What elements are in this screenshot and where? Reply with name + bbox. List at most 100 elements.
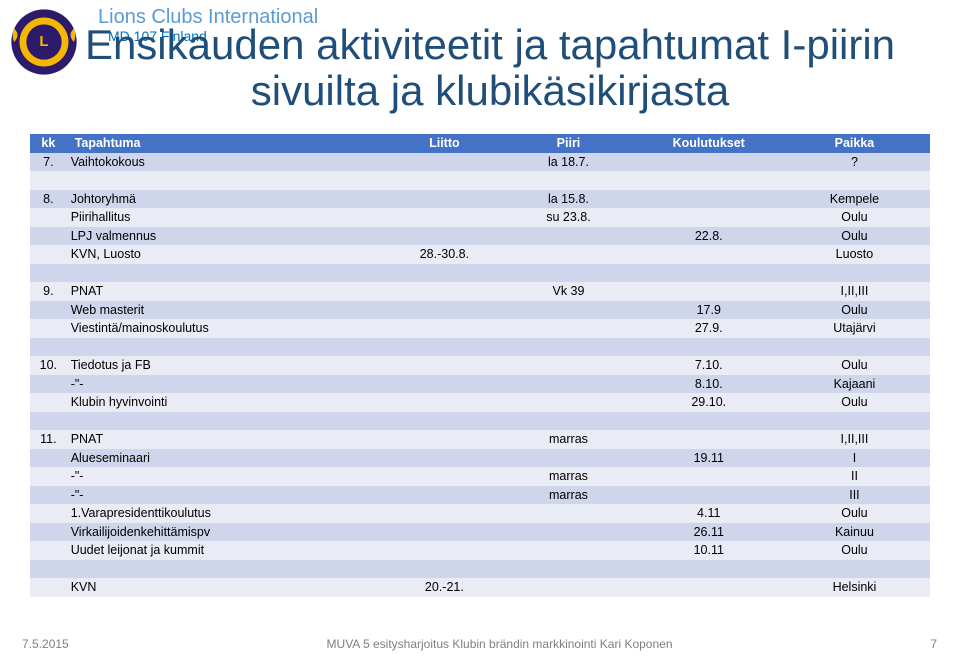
table-row: 1.Varapresidenttikoulutus4.11Oulu (30, 504, 930, 523)
table-cell (30, 486, 67, 505)
table-cell (390, 338, 498, 357)
table-cell (390, 208, 498, 227)
table-cell (30, 245, 67, 264)
table-cell: Virkailijoidenkehittämispv (67, 523, 391, 542)
table-cell: 10.11 (639, 541, 779, 560)
table-row (30, 560, 930, 579)
table-cell: marras (498, 486, 638, 505)
table-cell: 19.11 (639, 449, 779, 468)
table-cell: Alueseminaari (67, 449, 391, 468)
table-cell: I (779, 449, 930, 468)
table-cell (639, 338, 779, 357)
table-cell (498, 356, 638, 375)
table-cell (498, 319, 638, 338)
table-cell (30, 560, 67, 579)
table-cell (779, 560, 930, 579)
table-cell: -"- (67, 375, 391, 394)
svg-text:L: L (39, 33, 48, 50)
table-cell: Utajärvi (779, 319, 930, 338)
table-cell (30, 578, 67, 597)
table-cell: marras (498, 430, 638, 449)
table-cell (390, 282, 498, 301)
table-cell: I,II,III (779, 430, 930, 449)
table-cell (390, 467, 498, 486)
table-cell (390, 449, 498, 468)
table-cell (639, 264, 779, 283)
table-row: 11.PNAT marras I,II,III (30, 430, 930, 449)
table-cell (390, 356, 498, 375)
table-cell (390, 171, 498, 190)
table-cell (498, 338, 638, 357)
table-cell (779, 338, 930, 357)
table-cell (390, 541, 498, 560)
table-cell: Johtoryhmä (67, 190, 391, 209)
table-cell (30, 208, 67, 227)
table-cell (498, 560, 638, 579)
table-cell: 22.8. (639, 227, 779, 246)
table-cell (639, 430, 779, 449)
col-kk: kk (30, 134, 67, 153)
table-row: Klubin hyvinvointi29.10.Oulu (30, 393, 930, 412)
table-cell (390, 319, 498, 338)
table-cell (390, 190, 498, 209)
table-cell (498, 523, 638, 542)
table-row: Uudet leijonat ja kummit10.11Oulu (30, 541, 930, 560)
table-cell (390, 227, 498, 246)
table-cell (30, 264, 67, 283)
table-cell (498, 375, 638, 394)
table-cell: 10. (30, 356, 67, 375)
table-cell (639, 412, 779, 431)
table-row (30, 412, 930, 431)
table-cell (498, 171, 638, 190)
table-cell: 8.10. (639, 375, 779, 394)
table-cell: 8. (30, 190, 67, 209)
table-cell (390, 504, 498, 523)
table-cell (30, 319, 67, 338)
table-cell: la 18.7. (498, 153, 638, 172)
table-cell (639, 467, 779, 486)
table-cell: su 23.8. (498, 208, 638, 227)
table-cell: Luosto (779, 245, 930, 264)
table-cell (639, 245, 779, 264)
table-row: -"-marrasII (30, 467, 930, 486)
table-cell (498, 412, 638, 431)
table-row: 8.Johtoryhmäla 15.8.Kempele (30, 190, 930, 209)
table-cell (30, 227, 67, 246)
table-cell (498, 504, 638, 523)
table-row: -"- 8.10.Kajaani (30, 375, 930, 394)
table-cell (390, 430, 498, 449)
table-cell: Oulu (779, 356, 930, 375)
table-cell (498, 393, 638, 412)
col-liitto: Liitto (390, 134, 498, 153)
table-cell: Uudet leijonat ja kummit (67, 541, 391, 560)
table-row: Piirihallitussu 23.8.Oulu (30, 208, 930, 227)
table-row: 9.PNATVk 39I,II,III (30, 282, 930, 301)
table-cell: la 15.8. (498, 190, 638, 209)
table-cell (390, 375, 498, 394)
table-cell (390, 523, 498, 542)
table-cell (639, 171, 779, 190)
table-row: LPJ valmennus 22.8.Oulu (30, 227, 930, 246)
table-cell (498, 541, 638, 560)
table-cell: 11. (30, 430, 67, 449)
table-cell: Tiedotus ja FB (67, 356, 391, 375)
table-cell (67, 560, 391, 579)
table-cell: Kainuu (779, 523, 930, 542)
table-cell: PNAT (67, 282, 391, 301)
table-cell: Oulu (779, 227, 930, 246)
table-row: Web masterit17.9Oulu (30, 301, 930, 320)
table-cell (498, 227, 638, 246)
footer-center: MUVA 5 esitysharjoitus Klubin brändin ma… (327, 637, 673, 651)
table-cell: PNAT (67, 430, 391, 449)
table-cell: KVN, Luosto (67, 245, 391, 264)
table-cell (390, 412, 498, 431)
table-cell: 4.11 (639, 504, 779, 523)
table-cell: Kajaani (779, 375, 930, 394)
table-cell (30, 412, 67, 431)
col-paikka: Paikka (779, 134, 930, 153)
table-cell: 26.11 (639, 523, 779, 542)
table-cell: 20.-21. (390, 578, 498, 597)
col-tapahtuma: Tapahtuma (67, 134, 391, 153)
table-cell (639, 190, 779, 209)
table-cell: LPJ valmennus (67, 227, 391, 246)
